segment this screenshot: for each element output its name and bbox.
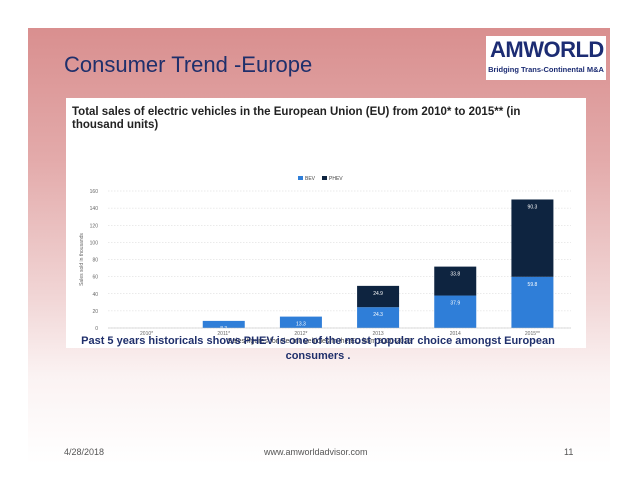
data-label: 24.3 <box>373 312 383 318</box>
chart-title: Total sales of electric vehicles in the … <box>72 106 521 131</box>
bar-segment <box>279 316 322 328</box>
data-label: 90.3 <box>528 204 538 210</box>
data-label: 37.9 <box>450 301 460 307</box>
y-tick-label: 100 <box>90 240 99 246</box>
y-tick-label: 40 <box>92 292 98 298</box>
legend-label: BEV <box>305 176 316 182</box>
y-tick-label: 20 <box>92 309 98 315</box>
amworld-logo: AMWORLD Bridging Trans-Continental M&A <box>486 36 606 80</box>
x-axis-label: Sales figures for electric vehicles in t… <box>227 338 411 345</box>
bar-segment <box>511 199 554 277</box>
bar-segment <box>511 276 554 328</box>
slide-title: Consumer Trend -Europe <box>64 52 313 77</box>
chart-panel: 0 20 40 60 80 100 120 140 160 Sales sold in thous… <box>66 98 586 348</box>
logo-tagline: Bridging Trans-Continental M&A <box>488 65 604 74</box>
footer-date: 4/28/2018 <box>64 447 105 457</box>
data-label: 24.9 <box>373 291 383 297</box>
page-number: 11 <box>564 447 574 457</box>
x-tick-label: 2015** <box>525 331 540 337</box>
y-tick-label: 0 <box>95 326 98 332</box>
x-tick-label: 2010* <box>140 331 153 337</box>
y-tick-label: 160 <box>90 189 99 195</box>
bar-segment <box>434 266 477 296</box>
bar-segment <box>357 307 400 328</box>
x-tick-label: 2013 <box>373 331 384 337</box>
slide-caption: Past 5 years historicals shows PHEV is o… <box>81 335 555 362</box>
slide: Consumer Trend -Europe AMWORLD Bridging … <box>28 28 610 464</box>
ev-sales-chart: 0 20 40 60 80 100 120 140 160 Sales sold in thous… <box>79 176 571 345</box>
y-tick-label: 140 <box>90 206 99 212</box>
y-tick-label: 80 <box>92 258 98 264</box>
bar-segment <box>202 320 245 328</box>
x-tick-label: 2011* <box>217 331 230 337</box>
x-tick-label: 2014 <box>450 331 461 337</box>
bar-segment <box>357 285 400 308</box>
legend-swatch <box>298 176 303 180</box>
data-label: 8.3 <box>220 326 227 332</box>
data-label: 33.8 <box>450 272 460 278</box>
logo-main-text: AMWORLD <box>490 37 604 62</box>
data-label: 13.3 <box>296 322 306 328</box>
y-tick-label: 60 <box>92 275 98 281</box>
legend-label: PHEV <box>329 176 343 182</box>
y-axis-label: Sales sold in thousands <box>79 233 85 286</box>
footer-website: www.amworldadvisor.com <box>264 447 368 457</box>
y-tick-label: 120 <box>90 223 99 229</box>
data-label: 59.8 <box>528 282 538 288</box>
x-tick-label: 2012* <box>294 331 307 337</box>
bar-segment <box>434 295 477 328</box>
legend-swatch <box>322 176 327 180</box>
